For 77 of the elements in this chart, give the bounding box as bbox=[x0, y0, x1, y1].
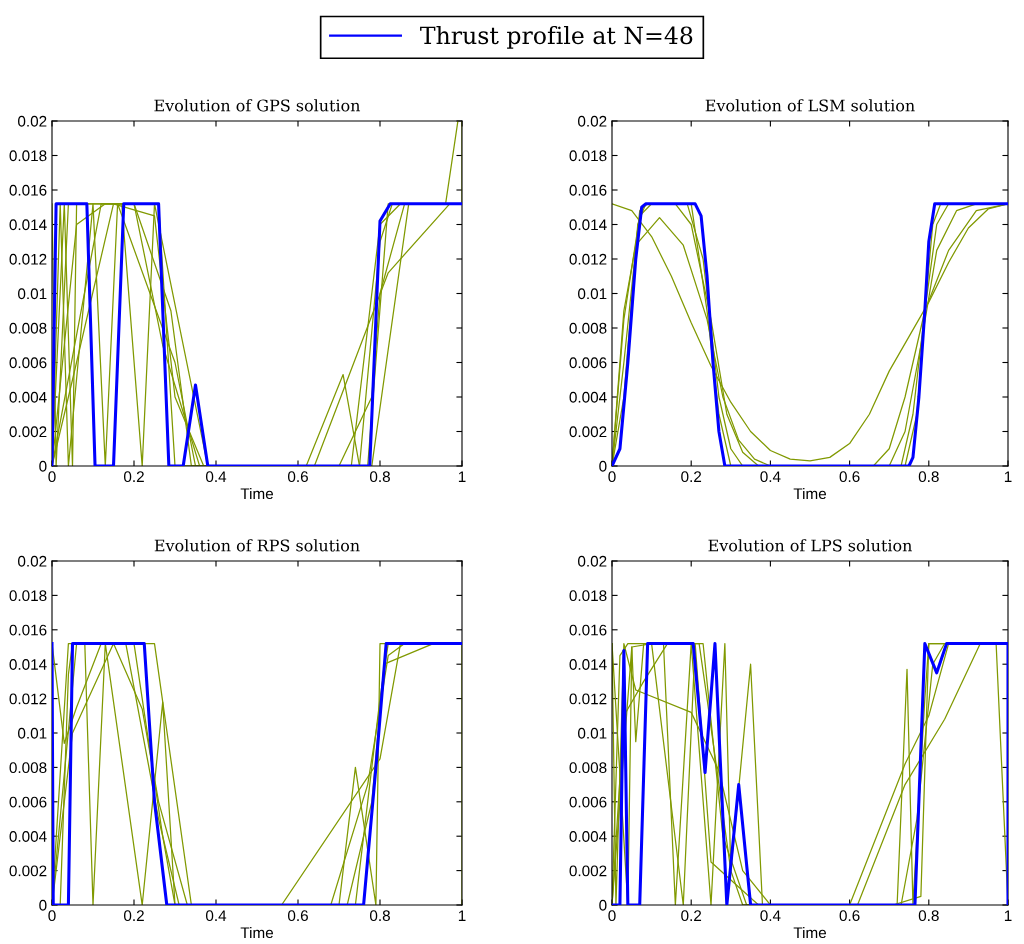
y-tick-label: 0.016 bbox=[9, 184, 47, 196]
x-tick-label: 0.8 bbox=[369, 910, 390, 922]
x-axis-title: Time bbox=[793, 926, 827, 939]
x-tick-label: 0 bbox=[608, 471, 616, 483]
y-tick-label: 0.006 bbox=[9, 796, 47, 808]
y-tick-label: 0.012 bbox=[569, 253, 607, 265]
y-tick-label: 0.02 bbox=[18, 555, 47, 567]
x-tick-label: 1 bbox=[458, 471, 466, 482]
y-tick-label: 0.014 bbox=[569, 219, 607, 231]
chart-title: Evolution of LPS solution bbox=[708, 539, 912, 552]
y-tick-label: 0.016 bbox=[9, 624, 47, 636]
chart-title: Evolution of GPS solution bbox=[154, 99, 361, 112]
y-tick-label: 0.014 bbox=[9, 659, 47, 670]
x-axis-title: Time bbox=[240, 487, 274, 500]
y-tick-label: 0.018 bbox=[569, 150, 607, 162]
y-tick-label: 0.02 bbox=[578, 555, 607, 567]
chart-title: Evolution of RPS solution bbox=[154, 539, 360, 552]
y-tick-label: 0.01 bbox=[18, 727, 47, 739]
legend-label: Thrust profile at N=48 bbox=[420, 25, 693, 49]
y-tick-label: 0.002 bbox=[569, 865, 607, 877]
y-tick-label: 0.01 bbox=[18, 288, 47, 300]
y-tick-label: 0.012 bbox=[9, 253, 47, 265]
y-tick-label: 0.018 bbox=[9, 590, 47, 602]
y-tick-label: 0.002 bbox=[569, 426, 607, 438]
y-tick-label: 0.012 bbox=[569, 693, 607, 705]
y-tick-label: 0.02 bbox=[18, 115, 47, 127]
y-tick-label: 0.006 bbox=[569, 796, 607, 808]
x-tick-label: 0 bbox=[48, 910, 56, 922]
x-tick-label: 0 bbox=[608, 910, 616, 922]
x-axis-title: Time bbox=[240, 926, 274, 939]
y-tick-label: 0.002 bbox=[9, 865, 47, 877]
x-tick-label: 0.8 bbox=[369, 471, 390, 483]
x-tick-label: 0.2 bbox=[681, 910, 702, 922]
y-tick-label: 0.008 bbox=[569, 762, 607, 774]
x-tick-label: 0.6 bbox=[287, 910, 308, 922]
y-tick-label: 0.006 bbox=[9, 357, 47, 369]
y-tick-label: 0.008 bbox=[9, 322, 47, 334]
x-axis-title: Time bbox=[793, 487, 827, 500]
y-tick-label: 0.01 bbox=[578, 288, 607, 300]
x-tick-label: 1 bbox=[1004, 910, 1012, 921]
x-tick-label: 0.8 bbox=[918, 471, 939, 483]
chart-title: Evolution of LSM solution bbox=[705, 99, 915, 112]
x-tick-label: 0.2 bbox=[123, 910, 144, 922]
y-tick-label: 0.02 bbox=[578, 115, 607, 127]
y-tick-label: 0.018 bbox=[9, 150, 47, 162]
y-tick-label: 0.004 bbox=[569, 831, 607, 842]
y-tick-label: 0.014 bbox=[569, 659, 607, 670]
x-tick-label: 0 bbox=[48, 471, 56, 483]
x-tick-label: 0.4 bbox=[760, 471, 781, 483]
x-tick-label: 1 bbox=[458, 910, 466, 921]
x-tick-label: 1 bbox=[1004, 471, 1012, 482]
x-tick-label: 0.4 bbox=[205, 910, 227, 922]
x-tick-label: 0.4 bbox=[205, 471, 227, 483]
x-tick-label: 0.4 bbox=[760, 910, 781, 922]
y-tick-label: 0.016 bbox=[569, 184, 607, 196]
y-tick-label: 0.004 bbox=[569, 391, 607, 403]
x-tick-label: 0.6 bbox=[839, 471, 860, 483]
y-tick-label: 0.018 bbox=[569, 590, 607, 602]
y-tick-label: 0.012 bbox=[9, 693, 47, 705]
y-tick-label: 0.006 bbox=[569, 357, 607, 369]
y-tick-label: 0.008 bbox=[569, 322, 607, 334]
y-tick-label: 0.014 bbox=[9, 219, 47, 231]
x-tick-label: 0.6 bbox=[839, 910, 860, 922]
y-tick-label: 0.01 bbox=[578, 727, 607, 739]
y-tick-label: 0 bbox=[599, 899, 607, 911]
x-tick-label: 0.2 bbox=[681, 471, 702, 483]
y-tick-label: 0.004 bbox=[9, 831, 47, 842]
y-tick-label: 0.004 bbox=[9, 391, 47, 403]
x-tick-label: 0.8 bbox=[918, 910, 939, 922]
y-tick-label: 0 bbox=[599, 460, 607, 472]
y-tick-label: 0 bbox=[39, 460, 47, 472]
y-tick-label: 0 bbox=[39, 899, 47, 911]
y-tick-label: 0.008 bbox=[9, 762, 47, 774]
x-tick-label: 0.6 bbox=[287, 471, 308, 483]
y-tick-label: 0.002 bbox=[9, 426, 47, 438]
x-tick-label: 0.2 bbox=[123, 471, 144, 483]
y-tick-label: 0.016 bbox=[569, 624, 607, 636]
